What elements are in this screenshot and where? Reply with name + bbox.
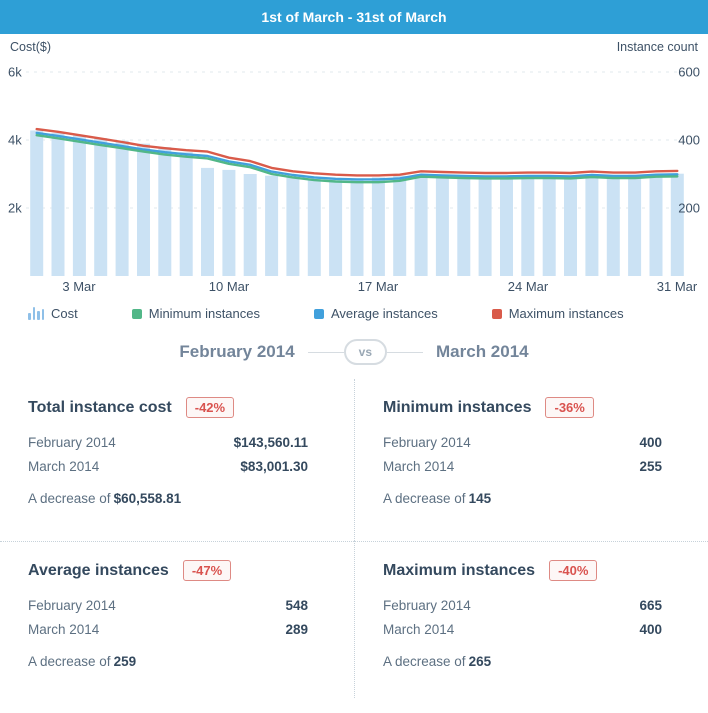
x-axis-tick-3mar: 3 Mar xyxy=(62,279,96,294)
divider-line-right xyxy=(387,351,424,353)
legend-label-maximum-instances: Maximum instances xyxy=(508,306,624,321)
legend-label-minimum-instances: Minimum instances xyxy=(148,306,260,321)
left-axis-tick-6k: 6k xyxy=(8,64,22,80)
period-label: February 2014 xyxy=(383,434,471,450)
decrease-summary: A decrease of $60,558.81 xyxy=(28,491,308,506)
right-axis-title: Instance count xyxy=(616,40,698,54)
panel-head: Minimum instances -36% xyxy=(383,397,662,418)
period-value: 255 xyxy=(639,458,662,474)
percent-change-badge: -40% xyxy=(549,560,598,581)
x-axis-tick-31mar: 31 Mar xyxy=(656,279,698,294)
decrease-label: A decrease of xyxy=(28,654,111,669)
chart-plot: 6k 4k 2k 600 400 200 3 Mar 10 Mar 17 Mar… xyxy=(0,57,708,300)
legend-item-minimum-instances[interactable]: Minimum instances xyxy=(131,306,260,321)
period-value: $143,560.11 xyxy=(233,434,308,450)
period-label: March 2014 xyxy=(28,621,100,637)
average-instances-swatch-icon xyxy=(314,308,324,319)
left-axis-tick-4k: 4k xyxy=(8,132,22,148)
legend-item-cost[interactable]: Cost xyxy=(28,306,78,321)
left-axis-tick-2k: 2k xyxy=(8,200,22,216)
panel-head: Maximum instances -40% xyxy=(383,560,662,581)
percent-change-badge: -47% xyxy=(182,560,232,581)
comparison-row: March 2014 289 xyxy=(28,617,308,641)
comparison-row: February 2014 $143,560.11 xyxy=(28,430,308,454)
left-period-label: February 2014 xyxy=(179,342,295,361)
x-axis-tick-24mar: 24 Mar xyxy=(507,279,549,294)
panel-title: Total instance cost xyxy=(28,398,172,416)
period-value: 400 xyxy=(639,434,662,450)
comparison-panels: Total instance cost -42% February 2014 $… xyxy=(0,379,708,698)
legend-label-average-instances: Average instances xyxy=(331,306,438,321)
comparison-row: February 2014 665 xyxy=(383,593,662,617)
decrease-label: A decrease of xyxy=(28,491,111,506)
legend-label-cost: Cost xyxy=(51,306,78,321)
panel-maximum-instances: Maximum instances -40% February 2014 665… xyxy=(354,541,708,698)
panel-minimum-instances: Minimum instances -36% February 2014 400… xyxy=(354,379,708,541)
x-axis-tick-17mar: 17 Mar xyxy=(357,279,399,294)
decrease-label: A decrease of xyxy=(383,654,466,669)
panel-head: Total instance cost -42% xyxy=(28,397,308,418)
decrease-summary: A decrease of 145 xyxy=(383,491,662,506)
left-axis-title: Cost($) xyxy=(10,40,51,54)
right-axis-tick-400: 400 xyxy=(678,132,700,148)
decrease-value: $60,558.81 xyxy=(113,491,182,506)
panel-head: Average instances -47% xyxy=(28,560,308,581)
decrease-value: 145 xyxy=(468,491,492,506)
vs-badge: vs xyxy=(343,339,388,365)
period-value: 289 xyxy=(285,621,308,637)
date-range-header: 1st of March - 31st of March xyxy=(0,0,708,34)
panel-average-instances: Average instances -47% February 2014 548… xyxy=(0,541,354,698)
decrease-summary: A decrease of 259 xyxy=(28,654,308,669)
period-label: February 2014 xyxy=(28,597,116,613)
panel-title: Maximum instances xyxy=(383,561,536,579)
maximum-instances-swatch-icon xyxy=(491,308,502,319)
period-label: March 2014 xyxy=(383,458,455,474)
date-range-title: 1st of March - 31st of March xyxy=(261,9,447,25)
right-axis-tick-600: 600 xyxy=(678,64,700,80)
right-axis-tick-200: 200 xyxy=(678,200,700,216)
divider-line-left xyxy=(307,351,344,353)
decrease-summary: A decrease of 265 xyxy=(383,654,662,669)
comparison-row: March 2014 255 xyxy=(383,454,662,478)
percent-change-badge: -42% xyxy=(185,397,235,418)
period-label: February 2014 xyxy=(383,597,471,613)
chart-legend: Cost Minimum instances Average instances… xyxy=(0,300,708,321)
period-label: March 2014 xyxy=(28,458,100,474)
panel-total-instance-cost: Total instance cost -42% February 2014 $… xyxy=(0,379,354,541)
decrease-value: 259 xyxy=(113,654,137,669)
chart-canvas xyxy=(26,71,688,276)
period-label: March 2014 xyxy=(383,621,455,637)
period-value: 400 xyxy=(639,621,662,637)
period-value: 665 xyxy=(639,597,662,613)
percent-change-badge: -36% xyxy=(545,397,594,418)
legend-item-maximum-instances[interactable]: Maximum instances xyxy=(491,306,624,321)
comparison-row: February 2014 548 xyxy=(28,593,308,617)
panel-title: Minimum instances xyxy=(383,398,532,416)
period-label: February 2014 xyxy=(28,434,116,450)
comparison-row: March 2014 $83,001.30 xyxy=(28,454,308,478)
comparison-header: February 2014 vs March 2014 xyxy=(0,337,708,367)
cost-bars-icon xyxy=(28,307,44,320)
decrease-label: A decrease of xyxy=(383,491,466,506)
comparison-row: February 2014 400 xyxy=(383,430,662,454)
legend-item-average-instances[interactable]: Average instances xyxy=(314,306,438,321)
period-value: $83,001.30 xyxy=(240,458,308,474)
axis-titles-row: Cost($) Instance count xyxy=(0,34,708,57)
minimum-instances-swatch-icon xyxy=(131,308,142,319)
period-value: 548 xyxy=(285,597,308,613)
right-period-label: March 2014 xyxy=(436,342,529,361)
decrease-value: 265 xyxy=(468,654,492,669)
x-axis-tick-10mar: 10 Mar xyxy=(208,279,250,294)
comparison-row: March 2014 400 xyxy=(383,617,662,641)
panel-title: Average instances xyxy=(28,561,169,579)
